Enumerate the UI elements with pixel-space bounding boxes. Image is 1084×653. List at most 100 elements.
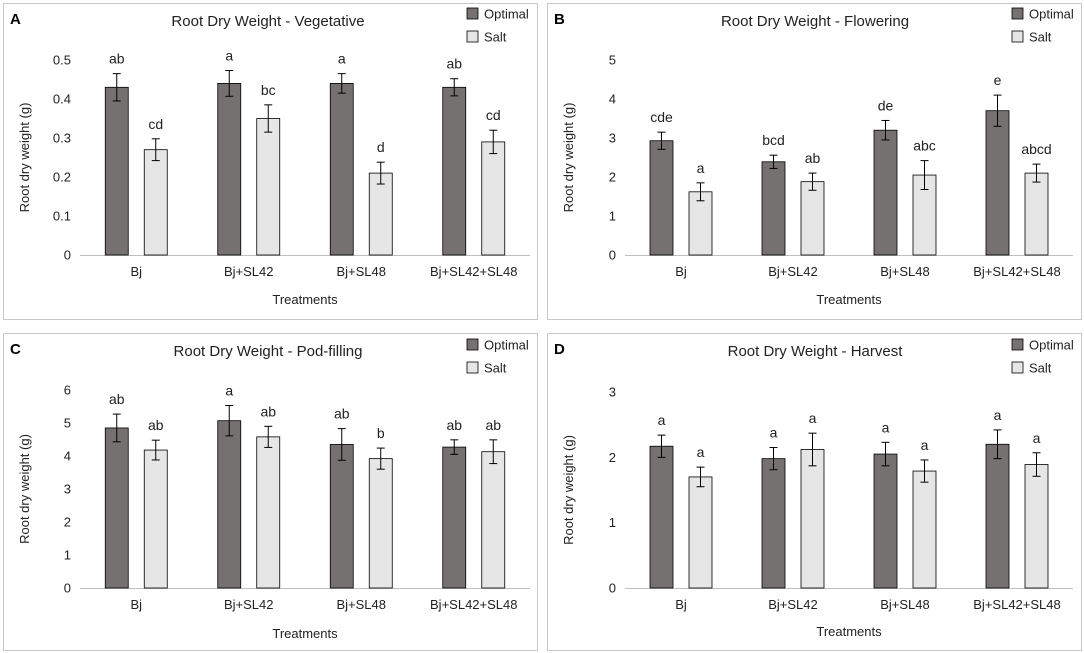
- y-tick-label: 0: [64, 248, 71, 263]
- y-tick-label: 0: [609, 581, 616, 596]
- legend-swatch-optimal: [466, 338, 479, 351]
- legend-swatch-optimal: [1011, 338, 1024, 351]
- y-tick-label: 0: [609, 248, 616, 263]
- x-tick-label: Bj+SL42+SL48: [430, 264, 517, 279]
- significance-label: bcd: [762, 132, 785, 148]
- legend-swatch-salt: [1011, 361, 1024, 374]
- panel-letter: D: [554, 341, 565, 358]
- bar-salt: [481, 451, 506, 589]
- panel-letter: B: [554, 11, 565, 28]
- chart-panel-c: C Root Dry Weight - Pod-filling Root dry w…: [3, 333, 538, 651]
- legend: Optimal Salt: [1011, 338, 1074, 376]
- legend-label-optimal: Optimal: [484, 7, 529, 22]
- x-tick-label: Bj+SL48: [880, 264, 930, 279]
- x-tick-label: Bj+SL42+SL48: [973, 264, 1060, 279]
- x-axis-label: Treatments: [272, 292, 338, 307]
- x-tick-label: Bj+SL42: [224, 264, 274, 279]
- bar-salt: [143, 149, 168, 256]
- bar-optimal: [104, 86, 129, 256]
- x-axis-label: Treatments: [272, 626, 338, 641]
- x-tick-label: Bj: [130, 597, 142, 612]
- x-axis-label: Treatments: [816, 292, 882, 307]
- significance-label: ab: [260, 403, 276, 419]
- y-tick-label: 0.3: [53, 131, 71, 146]
- legend-label-salt: Salt: [1029, 361, 1052, 376]
- y-tick-label: 2: [609, 450, 616, 465]
- significance-label: cde: [650, 109, 673, 125]
- x-tick-label: Bj+SL42: [768, 597, 818, 612]
- bar-salt: [912, 470, 937, 589]
- significance-label: ab: [446, 56, 462, 72]
- x-tick-label: Bj: [675, 597, 687, 612]
- bar-salt: [143, 449, 168, 589]
- significance-label: ab: [446, 417, 462, 433]
- legend-swatch-salt: [1011, 30, 1024, 43]
- y-axis-label: Root dry weight (g): [561, 435, 576, 545]
- legend-swatch-optimal: [466, 7, 479, 20]
- panel-letter: A: [10, 11, 21, 28]
- legend: Optimal Salt: [466, 7, 529, 45]
- legend-label-optimal: Optimal: [1029, 338, 1074, 353]
- legend-label-optimal: Optimal: [484, 338, 529, 353]
- chart-title: Root Dry Weight - Harvest: [728, 343, 904, 360]
- significance-label: cd: [148, 116, 163, 132]
- bar-salt: [688, 476, 713, 589]
- bar-optimal: [873, 453, 898, 589]
- x-axis-label: Treatments: [816, 624, 882, 639]
- bar-optimal: [761, 458, 786, 589]
- bar-salt: [1024, 464, 1049, 589]
- significance-label: ab: [805, 150, 821, 166]
- bar-optimal: [217, 83, 242, 256]
- y-axis-label: Root dry weight (g): [17, 434, 32, 544]
- x-tick-label: Bj+SL42: [768, 264, 818, 279]
- x-tick-label: Bj+SL48: [336, 597, 386, 612]
- significance-label: abcd: [1021, 141, 1051, 157]
- x-tick-label: Bj+SL48: [880, 597, 930, 612]
- bar-optimal: [985, 443, 1010, 589]
- significance-label: b: [377, 425, 385, 441]
- significance-label: a: [994, 407, 1002, 423]
- significance-label: a: [225, 48, 233, 64]
- bar-salt: [688, 191, 713, 256]
- significance-label: bc: [261, 82, 276, 98]
- y-tick-label: 4: [64, 449, 71, 464]
- y-tick-label: 2: [64, 515, 71, 530]
- y-axis-label: Root dry weight (g): [561, 103, 576, 213]
- bar-salt: [1024, 172, 1049, 256]
- chart-panel-a: A Root Dry Weight - Vegetative Root dry we…: [3, 3, 538, 320]
- significance-label: ab: [109, 51, 125, 67]
- y-tick-label: 0.2: [53, 170, 71, 185]
- y-tick-label: 3: [609, 385, 616, 400]
- x-tick-label: Bj: [675, 264, 687, 279]
- bar-optimal: [329, 83, 354, 256]
- significance-label: de: [878, 97, 894, 113]
- bar-optimal: [217, 420, 242, 589]
- y-tick-label: 0: [64, 581, 71, 596]
- legend-label-salt: Salt: [1029, 30, 1052, 45]
- bar-salt: [800, 449, 825, 589]
- bar-salt: [481, 141, 506, 256]
- bar-optimal: [104, 427, 129, 589]
- chart-title: Root Dry Weight - Vegetative: [171, 13, 364, 30]
- significance-label: ab: [109, 391, 125, 407]
- significance-label: abc: [913, 138, 936, 154]
- significance-label: a: [921, 437, 929, 453]
- x-tick-label: Bj+SL42: [224, 597, 274, 612]
- bar-salt: [256, 436, 281, 589]
- bar-optimal: [649, 140, 674, 256]
- significance-label: a: [658, 412, 666, 428]
- y-tick-label: 5: [64, 416, 71, 431]
- chart-panel-d: D Root Dry Weight - Harvest Root dry weigh…: [547, 333, 1082, 651]
- significance-label: a: [882, 419, 890, 435]
- bar-optimal: [329, 444, 354, 589]
- significance-label: ab: [148, 417, 164, 433]
- bar-salt: [368, 458, 393, 589]
- y-tick-label: 1: [609, 515, 616, 530]
- bar-optimal: [442, 446, 467, 589]
- x-tick-label: Bj: [130, 264, 142, 279]
- significance-label: a: [697, 160, 705, 176]
- y-tick-label: 3: [609, 131, 616, 146]
- significance-label: a: [809, 410, 817, 426]
- legend-label-salt: Salt: [484, 30, 507, 45]
- y-axis-label: Root dry weight (g): [17, 103, 32, 213]
